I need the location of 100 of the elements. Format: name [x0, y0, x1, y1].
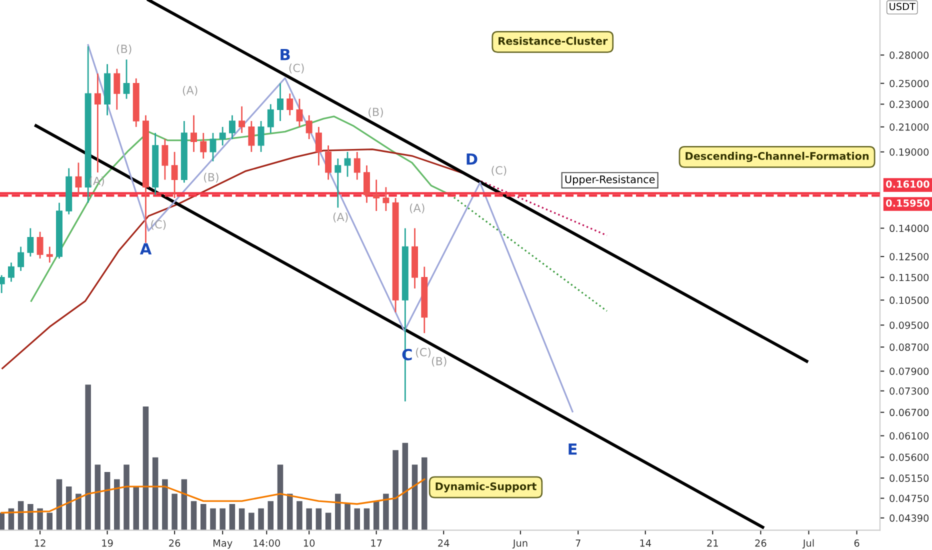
- candlestick: [315, 126, 322, 166]
- candlestick: [286, 92, 294, 116]
- bar: [46, 512, 53, 530]
- x-tick-label: 6: [854, 539, 860, 547]
- y-tick-label: 0.11500: [890, 274, 929, 282]
- annotation: Upper-Resistance: [565, 175, 655, 186]
- y-tick-label: 0.04390: [890, 514, 929, 522]
- candlestick: [75, 162, 82, 196]
- bar: [152, 457, 158, 530]
- annotation: E: [568, 444, 577, 455]
- y-tick-label: 0.14000: [890, 224, 929, 232]
- candlestick: [18, 246, 24, 272]
- y-tick-label: 0.04750: [890, 494, 929, 502]
- y-tick-label: 0.06100: [890, 432, 929, 440]
- candlestick: [171, 151, 178, 199]
- ref-line-label: 0.16100: [886, 180, 930, 188]
- x-tick-label: 17: [371, 540, 382, 547]
- bar: [210, 508, 216, 530]
- bar: [306, 508, 312, 530]
- annotation: (C): [492, 166, 506, 176]
- annotation: (B): [432, 356, 446, 367]
- candlestick: [296, 98, 303, 128]
- y-tick-label: 0.05150: [890, 474, 929, 482]
- bar: [181, 479, 188, 530]
- candlestick: [258, 120, 264, 153]
- bar: [162, 479, 168, 530]
- y-tick-label: 0.12500: [890, 253, 929, 260]
- bar: [296, 501, 302, 530]
- bar: [277, 464, 284, 530]
- y-tick-label: 0.23000: [890, 100, 929, 108]
- y-tick-label: 0.21000: [890, 123, 929, 131]
- bar: [248, 512, 254, 530]
- candlestick: [238, 106, 246, 134]
- x-tick-label: 7: [576, 540, 580, 547]
- bar: [66, 486, 72, 530]
- bar: [402, 442, 408, 530]
- y-tick-label: 0.09500: [890, 322, 929, 329]
- annotation: D: [466, 154, 478, 165]
- x-tick-label: 26: [755, 539, 766, 547]
- bar: [422, 457, 428, 530]
- candlestick: [36, 231, 44, 260]
- annotation: Resistance-Cluster: [498, 36, 608, 45]
- bar: [76, 494, 82, 530]
- bar: [258, 508, 264, 530]
- candlestick: [114, 68, 120, 110]
- candlestick: [306, 114, 312, 140]
- candlestick: [344, 151, 351, 178]
- candlestick: [325, 144, 332, 180]
- annotation: (B): [368, 108, 383, 118]
- bar: [229, 504, 236, 530]
- x-tick-label: 24: [438, 539, 450, 547]
- x-tick-label: 12: [34, 539, 46, 547]
- candlestick: [219, 126, 226, 146]
- bar: [392, 450, 398, 530]
- annotation: (B): [204, 172, 218, 183]
- annotation: B: [280, 48, 290, 60]
- bar: [268, 501, 274, 530]
- bar: [412, 464, 418, 530]
- candlestick: [277, 82, 284, 122]
- y-tick-label: 0.05600: [890, 454, 929, 461]
- annotation: Descending-Channel-Formation: [686, 152, 869, 162]
- bar: [133, 486, 140, 530]
- y-tick-label: 0.07300: [890, 387, 929, 395]
- y-tick-label: 0.28000: [890, 52, 929, 59]
- x-tick-label: 21: [707, 539, 718, 547]
- y-tick-label: 0.19000: [890, 148, 929, 156]
- y-tick-label: 0.08700: [890, 344, 929, 351]
- candlestick: [190, 114, 198, 153]
- candlestick: [94, 72, 101, 174]
- bar: [124, 464, 130, 530]
- y-tick-label: 0.25000: [890, 80, 929, 88]
- bar: [220, 508, 226, 530]
- bar: [200, 504, 206, 530]
- x-tick-label: 14:00: [254, 539, 280, 547]
- candlestick: [373, 179, 380, 212]
- annotation: Dynamic-Support: [436, 482, 536, 492]
- y-tick-label: 0.06700: [890, 408, 929, 416]
- bar: [172, 494, 178, 530]
- bar: [142, 406, 149, 530]
- x-tick-label: May: [214, 540, 232, 549]
- x-tick-label: Jul: [802, 539, 814, 549]
- bar: [94, 464, 101, 530]
- bar: [238, 508, 245, 530]
- annotation: (B): [116, 44, 132, 54]
- candlestick: [248, 120, 255, 153]
- annotation: (A): [182, 86, 198, 96]
- annotation: A: [140, 243, 152, 254]
- bar: [28, 504, 34, 530]
- candlestick: [200, 132, 207, 160]
- y-axis-title: USDT: [890, 2, 916, 10]
- bar: [190, 501, 197, 530]
- candlestick: [228, 114, 236, 140]
- candlestick: [46, 246, 53, 264]
- bar: [354, 508, 360, 530]
- bar: [316, 508, 322, 530]
- candlestick: [123, 58, 130, 100]
- candlestick: [267, 103, 274, 134]
- candlestick: [8, 262, 14, 282]
- bar: [364, 508, 370, 530]
- ref-line-label: 0.15950: [886, 199, 930, 207]
